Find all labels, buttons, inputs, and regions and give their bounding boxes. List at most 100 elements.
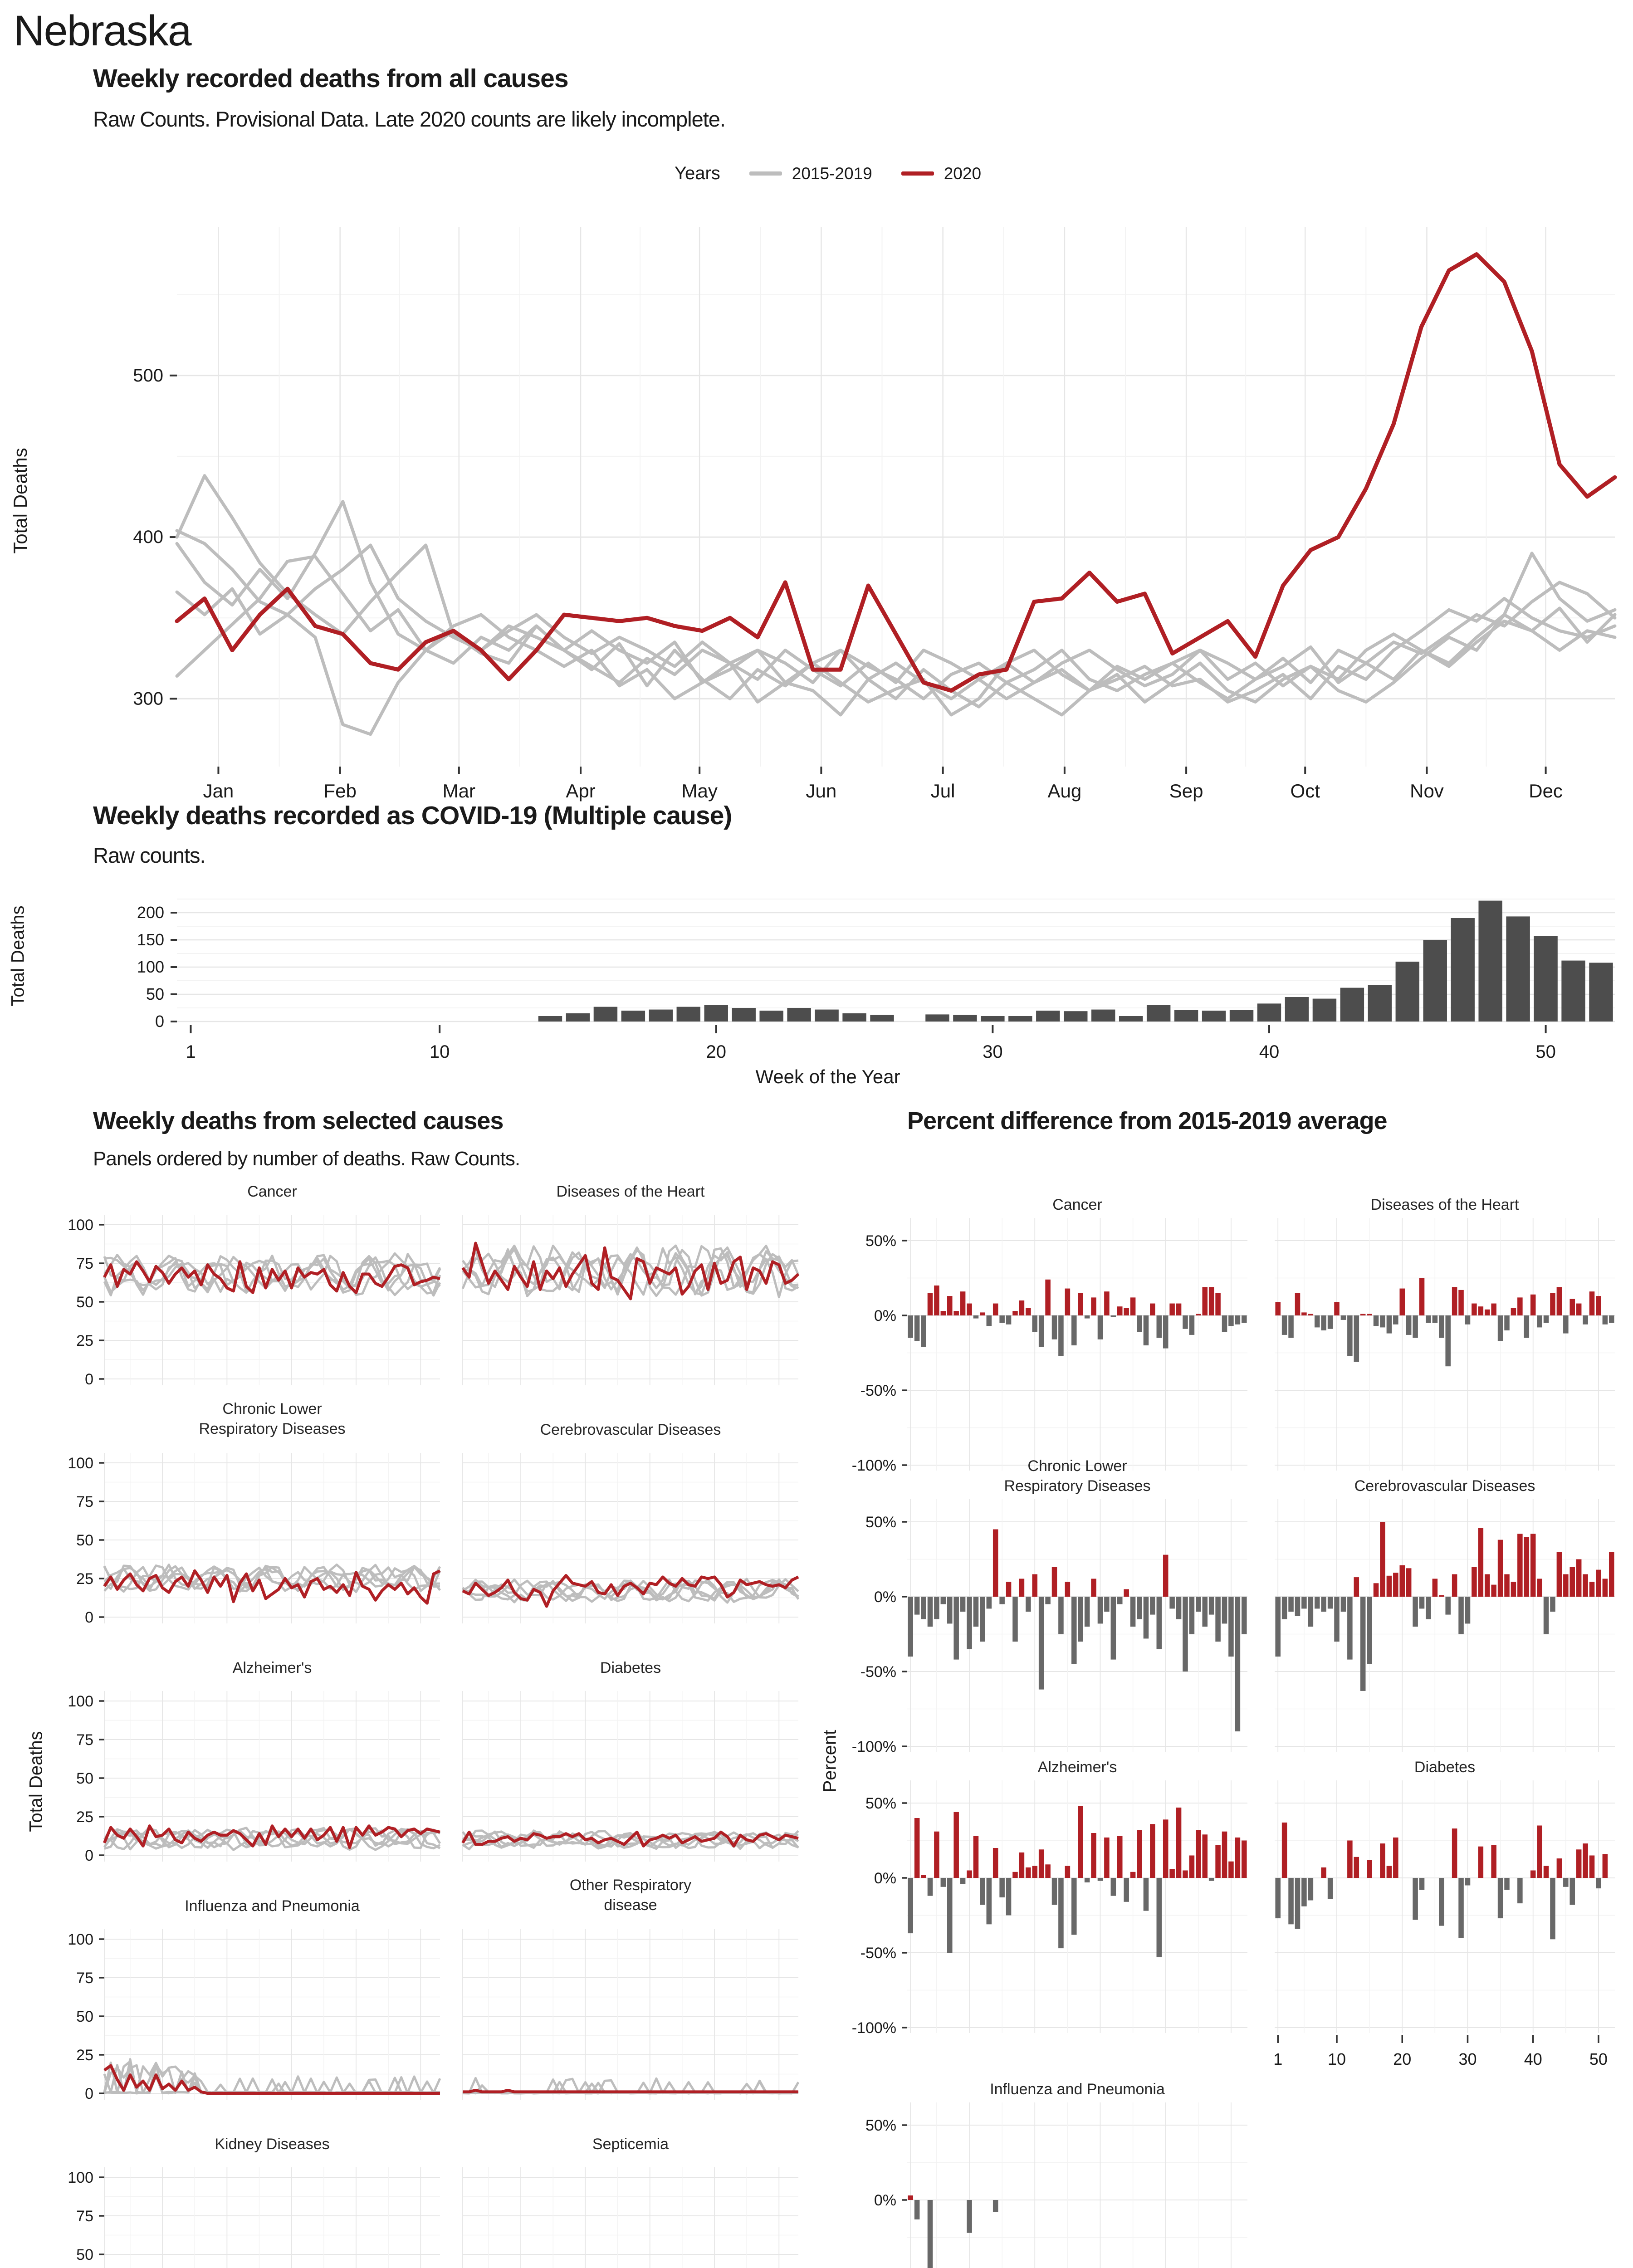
axis-text: 50 (1535, 1042, 1556, 1062)
series-2015-2019 (103, 1253, 441, 1296)
axis-text: 0% (874, 1589, 896, 1606)
axis-text: 30 (1458, 2050, 1477, 2068)
axis-text: 400 (133, 527, 163, 547)
cause-panel: Kidney Diseases025507510011020304050 (68, 2136, 440, 2268)
axis-text: 100 (68, 2169, 93, 2186)
series-2020 (103, 2064, 440, 2095)
axis-text: 40 (1259, 1042, 1280, 1062)
axis-text: Diseases of the Heart (557, 1183, 705, 1200)
axis-text: 40 (1524, 2050, 1542, 2068)
pct-diff-small-multiples: Cancer 50% 0% -50% -100% Diseases of the Hear… (852, 1196, 1615, 2268)
axis-text: 0% (874, 1307, 896, 1325)
pct-bars (1275, 1822, 1608, 1940)
pct-panel: Cerebrovascular Diseases (1275, 1477, 1615, 1752)
axis-text: 50 (76, 1294, 93, 1311)
axis-text: -100% (852, 1738, 896, 1755)
pct-bars (908, 1279, 1247, 1356)
axis-text: 75 (76, 1255, 93, 1272)
axis-text: Nov (1410, 780, 1444, 802)
axis-text: Oct (1291, 780, 1320, 802)
axis-text: 0 (155, 1012, 164, 1031)
axis-text: 0% (874, 2192, 896, 2209)
axis-text: 0% (874, 1870, 896, 1887)
series-2020 (462, 1574, 799, 1608)
cause-panel: Diabetes (461, 1659, 799, 1862)
cause-panel: Septicemia11020304050 (462, 2136, 798, 2268)
axis-text: 50% (865, 2117, 896, 2134)
axis-text: -50% (861, 1382, 896, 1399)
axis-text: 75 (76, 2208, 93, 2225)
axis-text: Cancer (1052, 1196, 1102, 1213)
axis-text: Jan (203, 780, 234, 802)
axis-text: 10 (1328, 2050, 1346, 2068)
axis-text: 20 (1393, 2050, 1411, 2068)
cause-panel: Cerebrovascular Diseases (462, 1421, 800, 1623)
covid-x-axis-label: Week of the Year (755, 1066, 900, 1087)
axis-text: Kidney Diseases (215, 2136, 329, 2153)
axis-text: Alzheimer's (233, 1659, 312, 1677)
axis-text: 0 (85, 1371, 93, 1388)
axis-text: Respiratory Diseases (1004, 1477, 1150, 1495)
axis-text: Cerebrovascular Diseases (540, 1421, 721, 1438)
covid-section-title: Weekly deaths recorded as COVID-19 (Mult… (93, 801, 732, 830)
axis-text: 25 (76, 1332, 93, 1349)
axis-text: Chronic Lower (1027, 1457, 1127, 1475)
axis-text: Sep (1169, 780, 1203, 802)
series-2015-2019 (103, 1254, 441, 1294)
covid-bars (538, 900, 1613, 1022)
axis-text: 10 (430, 1042, 450, 1062)
grid (177, 227, 1615, 767)
axis-text: 50 (76, 1770, 93, 1787)
pct-bars (1275, 1522, 1614, 1691)
axis-text: 0 (85, 1609, 93, 1626)
axis-text: 50 (76, 2008, 93, 2025)
axis-text: Aug (1047, 780, 1081, 802)
axis-text: -50% (861, 2267, 896, 2268)
axis-text: 75 (76, 1731, 93, 1749)
legend-item-2020: 2020 (901, 164, 981, 183)
pct-bars (908, 2195, 998, 2268)
axis-text: Other Respiratory (570, 1877, 691, 1894)
covid-section-subtitle: Raw counts. (93, 843, 206, 867)
pct-panel: Influenza and Pneumonia50%0%-50%-100%110… (861, 2081, 1247, 2268)
axis-text: 50% (865, 1232, 896, 1250)
axis-text: 100 (68, 1693, 93, 1710)
pct-bars (1275, 1278, 1614, 1367)
series-2020 (103, 1569, 441, 1605)
axis-text: Cancer (247, 1183, 297, 1200)
legend-label-2015-2019: 2015-2019 (792, 164, 872, 183)
series-2015-2019 (462, 1244, 799, 1296)
axis-text: 30 (983, 1042, 1003, 1062)
legend-item-2015-2019: 2015-2019 (749, 164, 872, 183)
axis-text: 50 (146, 985, 164, 1003)
axis-text: Cerebrovascular Diseases (1354, 1477, 1535, 1495)
axis-text: disease (604, 1897, 657, 1914)
series-2015-2019 (175, 474, 1617, 736)
axis-text: 20 (706, 1042, 727, 1062)
selected-causes-section-title: Weekly deaths from selected causes (93, 1107, 504, 1134)
years-legend: Years 2015-2019 2020 (27, 163, 1628, 184)
series-2015-2019 (462, 1578, 800, 1602)
pct-panel: Alzheimer's 50% 0% -50% -100% (852, 1759, 1247, 2037)
axis-text: Jun (806, 780, 837, 802)
series-2015-2019 (462, 1829, 799, 1850)
selected-causes-section-subtitle: Panels ordered by number of deaths. Raw … (93, 1148, 520, 1170)
legend-title: Years (674, 163, 720, 183)
series-2020 (103, 1824, 440, 1849)
axis-text: 50 (76, 2246, 93, 2263)
pct-bars (908, 1806, 1247, 1957)
axis-text: Feb (323, 780, 356, 802)
axis-text: -100% (852, 1457, 896, 1474)
axis-text: 100 (68, 1217, 93, 1234)
axis-text: 1 (1273, 2050, 1282, 2068)
axis-text: Diabetes (1414, 1759, 1475, 1776)
axis-text: Apr (566, 780, 595, 802)
axis-text: Influenza and Pneumonia (185, 1897, 360, 1915)
selected-causes-small-multiples: Cancer 0 25 50 75 100 Diseases of the Heart Chr… (68, 1183, 800, 2268)
axis-text: Respiratory Diseases (199, 1420, 345, 1437)
cause-panel: Influenza and Pneumonia 0 25 50 75 100 (68, 1897, 441, 2102)
all-causes-section-title: Weekly recorded deaths from all causes (93, 64, 569, 93)
cause-panel: Alzheimer's 0 25 50 75 100 (68, 1659, 441, 1864)
axis-text: 50% (865, 1514, 896, 1531)
